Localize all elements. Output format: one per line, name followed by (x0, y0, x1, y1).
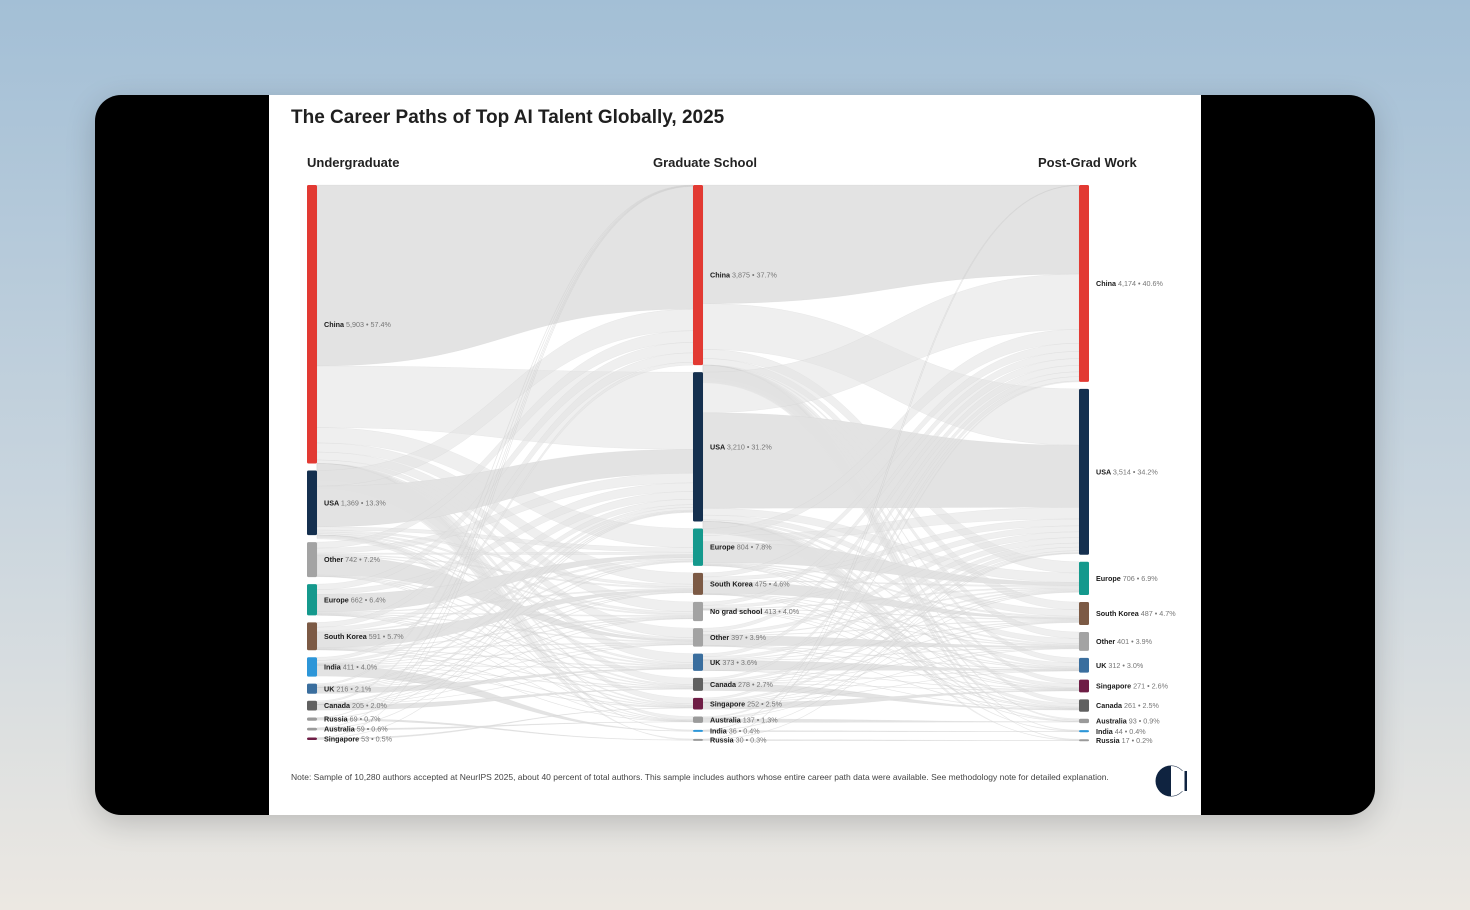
node-post-grad-work-india (1079, 730, 1089, 733)
node-label-undergraduate-south-korea: South Korea 591 • 5.7% (324, 632, 404, 641)
node-undergraduate-singapore (307, 737, 317, 740)
node-label-post-grad-work-india: India 44 • 0.4% (1096, 727, 1146, 736)
node-graduate-school-europe (693, 528, 703, 566)
node-graduate-school-no-grad-school (693, 601, 703, 622)
node-label-post-grad-work-europe: Europe 706 • 6.9% (1096, 574, 1158, 583)
node-undergraduate-canada (307, 700, 317, 711)
node-label-graduate-school-other: Other 397 • 3.9% (710, 633, 767, 642)
node-label-post-grad-work-other: Other 401 • 3.9% (1096, 637, 1153, 646)
footnote: Note: Sample of 10,280 authors accepted … (291, 772, 1109, 782)
node-label-post-grad-work-usa: USA 3,514 • 34.2% (1096, 467, 1158, 476)
column-header-graduate-school: Graduate School (653, 155, 758, 170)
node-label-graduate-school-india: India 36 • 0.4% (710, 727, 760, 736)
node-label-undergraduate-canada: Canada 205 • 2.0% (324, 701, 387, 710)
node-post-grad-work-usa (1079, 388, 1089, 555)
node-label-graduate-school-canada: Canada 278 • 2.7% (710, 680, 773, 689)
node-label-undergraduate-russia: Russia 69 • 0.7% (324, 715, 381, 724)
node-post-grad-work-south-korea (1079, 602, 1089, 625)
node-post-grad-work-europe (1079, 561, 1089, 596)
flow-link-russia-to-russia (316, 718, 694, 741)
node-undergraduate-usa (307, 470, 317, 536)
node-undergraduate-south-korea (307, 622, 317, 651)
column-header-undergraduate: Undergraduate (307, 155, 400, 170)
node-label-undergraduate-other: Other 742 • 7.2% (324, 555, 381, 564)
node-graduate-school-australia (693, 716, 703, 723)
node-label-post-grad-work-south-korea: South Korea 487 • 4.7% (1096, 609, 1176, 618)
node-graduate-school-china (693, 185, 703, 366)
node-post-grad-work-russia (1079, 739, 1089, 742)
node-undergraduate-china (307, 185, 317, 464)
chart-title: The Career Paths of Top AI Talent Global… (291, 107, 725, 128)
node-post-grad-work-canada (1079, 699, 1089, 712)
node-post-grad-work-other (1079, 631, 1089, 651)
flow-link-australia-to-china (702, 380, 1080, 718)
flow-link-russia-to-russia (702, 739, 1080, 741)
flow-link-russia-to-usa (702, 553, 1080, 740)
node-graduate-school-russia (693, 738, 703, 741)
sankey-diagram: China 5,903 • 57.4% USA 1,369 • 13.3% Othe… (307, 184, 1176, 745)
flow-link-india-to-china (316, 362, 694, 661)
flow-links (316, 184, 1080, 741)
node-label-undergraduate-usa: USA 1,369 • 13.3% (324, 498, 386, 507)
node-label-undergraduate-uk: UK 216 • 2.1% (324, 684, 372, 693)
node-label-graduate-school-china: China 3,875 • 37.7% (710, 271, 777, 280)
presentation-frame: The Career Paths of Top AI Talent Global… (95, 95, 1375, 815)
node-label-graduate-school-europe: Europe 804 • 7.8% (710, 543, 772, 552)
node-undergraduate-australia (307, 727, 317, 731)
flow-link-russia-to-china (702, 185, 1080, 740)
node-label-graduate-school-south-korea: South Korea 475 • 4.6% (710, 579, 790, 588)
node-label-undergraduate-india: India 411 • 4.0% (324, 663, 378, 672)
node-label-graduate-school-russia: Russia 30 • 0.3% (710, 736, 767, 745)
node-label-post-grad-work-russia: Russia 17 • 0.2% (1096, 736, 1153, 745)
node-label-graduate-school-usa: USA 3,210 • 31.2% (710, 442, 772, 451)
node-label-post-grad-work-australia: Australia 93 • 0.9% (1096, 717, 1160, 726)
node-label-graduate-school-australia: Australia 137 • 1.3% (710, 715, 778, 724)
node-undergraduate-europe (307, 584, 317, 616)
node-label-undergraduate-europe: Europe 662 • 6.4% (324, 595, 386, 604)
node-label-undergraduate-china: China 5,903 • 57.4% (324, 320, 391, 329)
node-post-grad-work-china (1079, 185, 1089, 382)
node-label-post-grad-work-singapore: Singapore 271 • 2.6% (1096, 682, 1169, 691)
node-label-post-grad-work-china: China 4,174 • 40.6% (1096, 279, 1163, 288)
node-undergraduate-uk (307, 683, 317, 694)
node-graduate-school-canada (693, 677, 703, 691)
node-label-graduate-school-singapore: Singapore 252 • 2.5% (710, 699, 783, 708)
column-header-post-grad-work: Post-Grad Work (1038, 155, 1137, 170)
node-label-graduate-school-no-grad-school: No grad school 413 • 4.0% (710, 607, 800, 616)
node-label-post-grad-work-uk: UK 312 • 3.0% (1096, 661, 1144, 670)
node-label-undergraduate-australia: Australia 59 • 0.6% (324, 725, 388, 734)
node-graduate-school-singapore (693, 697, 703, 710)
node-graduate-school-south-korea (693, 572, 703, 595)
node-undergraduate-russia (307, 717, 317, 721)
node-graduate-school-india (693, 729, 703, 732)
node-graduate-school-usa (693, 372, 703, 522)
flow-link-india-to-india (702, 730, 1080, 732)
node-label-undergraduate-singapore: Singapore 53 • 0.5% (324, 734, 393, 743)
flow-link-singapore-to-singapore (702, 690, 1080, 710)
node-label-post-grad-work-canada: Canada 261 • 2.5% (1096, 701, 1159, 710)
flow-link-china-to-china (702, 184, 1080, 304)
node-post-grad-work-australia (1079, 718, 1089, 724)
node-label-graduate-school-uk: UK 373 • 3.6% (710, 658, 758, 667)
node-undergraduate-other (307, 542, 317, 578)
organization-logo-icon (1155, 765, 1188, 802)
flow-link-australia-to-australia (316, 721, 694, 731)
node-post-grad-work-uk (1079, 657, 1089, 673)
node-graduate-school-other (693, 628, 703, 647)
node-undergraduate-india (307, 657, 317, 677)
node-post-grad-work-singapore (1079, 679, 1089, 693)
chart-slide: The Career Paths of Top AI Talent Global… (269, 95, 1201, 815)
node-graduate-school-uk (693, 653, 703, 671)
